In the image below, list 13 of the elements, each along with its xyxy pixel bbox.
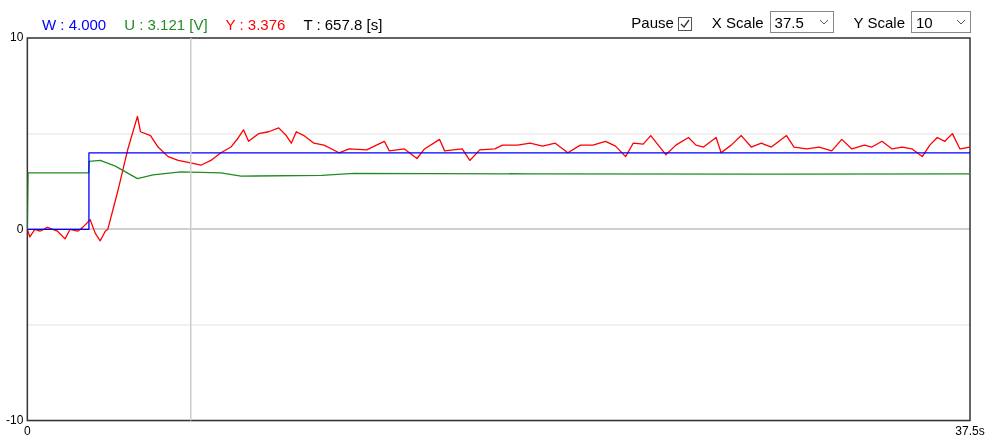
x-tick-label: 37.5s <box>955 424 985 439</box>
text: Y Scale <box>853 13 905 31</box>
y-tick-label: 0 <box>16 221 24 236</box>
y-tick-label: 10 <box>9 30 24 45</box>
text: Y : 3.376 <box>225 16 286 33</box>
text: Pause <box>631 13 674 31</box>
text: U : 3.121 [V] <box>124 16 208 33</box>
text: X Scale <box>711 13 764 31</box>
text: W : 4.000 <box>42 16 107 33</box>
y-tick-label: -10 <box>6 412 24 427</box>
text: 37.5 <box>774 13 804 31</box>
text: T : 657.8 [s] <box>303 16 383 33</box>
text: 10 <box>916 13 933 31</box>
